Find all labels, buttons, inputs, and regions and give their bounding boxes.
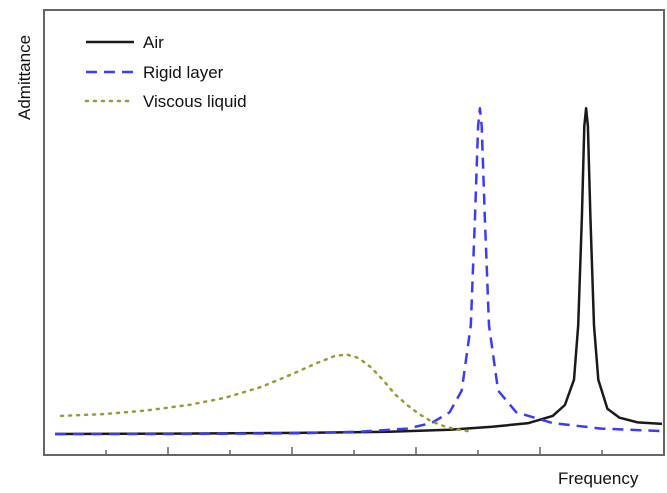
legend: Air Rigid layer Viscous liquid <box>84 33 247 111</box>
series-lines <box>54 106 663 436</box>
series-line-air <box>54 106 663 436</box>
legend-label-rigid-layer: Rigid layer <box>143 63 224 82</box>
series-line-viscous-liquid <box>59 353 470 433</box>
y-axis-label: Admittance <box>15 35 34 120</box>
series-line-rigid-layer <box>55 106 663 436</box>
x-ticks <box>105 447 665 455</box>
legend-label-air: Air <box>143 33 164 52</box>
x-axis-label: Frequency <box>558 469 639 488</box>
legend-label-viscous-liquid: Viscous liquid <box>143 92 247 111</box>
